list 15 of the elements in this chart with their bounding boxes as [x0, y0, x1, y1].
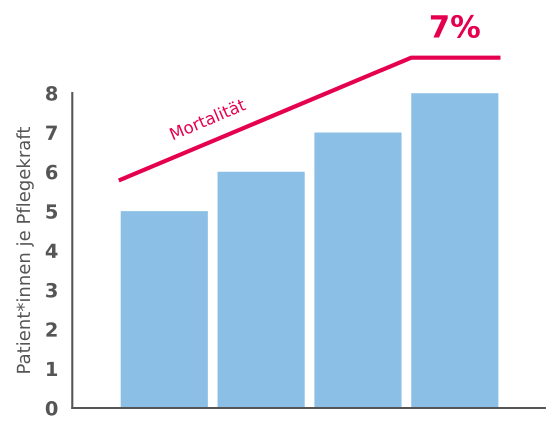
y-tick-label: 3 — [46, 282, 57, 298]
bar — [120, 211, 208, 408]
bar — [218, 172, 305, 408]
y-tick-label: 8 — [46, 86, 58, 101]
y-tick-label: 4 — [46, 244, 58, 258]
y-tick-label: 5 — [46, 204, 58, 219]
bar — [411, 93, 498, 408]
y-tick-label: 0 — [46, 400, 58, 416]
text: 7% — [430, 14, 480, 38]
y-tick-label: 7 — [46, 126, 57, 140]
y-tick-label: 1 — [47, 362, 58, 376]
y-tick-label: 6 — [46, 164, 58, 180]
y-tick-label: 2 — [46, 322, 57, 337]
bar — [314, 132, 402, 408]
y-axis-title: Patient*innen je Pflegekraft — [16, 126, 34, 373]
